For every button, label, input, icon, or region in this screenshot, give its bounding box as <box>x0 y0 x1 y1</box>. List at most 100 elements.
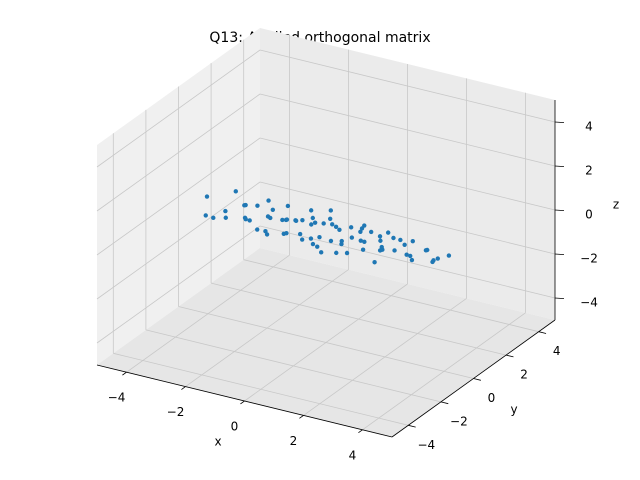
y-tick-label: −2 <box>450 414 468 428</box>
point <box>360 247 366 252</box>
x-tick-label: −4 <box>108 391 126 405</box>
point <box>409 257 415 263</box>
y-tick-label: 2 <box>520 368 528 382</box>
y-tick-label: 4 <box>553 344 561 358</box>
point <box>223 208 228 214</box>
point <box>318 250 324 255</box>
point <box>358 238 363 243</box>
point <box>349 235 355 240</box>
tick-mark <box>440 401 449 405</box>
x-tick-label: 0 <box>231 420 239 434</box>
grid-line <box>96 181 261 300</box>
tick-mark <box>473 378 481 381</box>
point <box>308 208 314 213</box>
grid-line <box>211 282 507 356</box>
point <box>211 215 216 221</box>
grid-line <box>96 49 261 168</box>
z-tick-label: 0 <box>585 208 593 222</box>
point <box>203 213 208 218</box>
grid-line <box>113 352 409 426</box>
grid-line <box>259 49 556 123</box>
point <box>255 227 260 232</box>
tick-mark <box>554 121 565 124</box>
point <box>308 236 314 241</box>
point <box>270 207 276 213</box>
point <box>284 217 290 222</box>
point <box>337 227 342 233</box>
point <box>431 258 436 263</box>
x-axis-label: x <box>214 435 221 449</box>
point <box>359 226 365 231</box>
point <box>392 248 397 253</box>
point <box>265 214 271 219</box>
point <box>333 224 339 230</box>
y-axis-line <box>391 319 556 438</box>
z-tick-label: 2 <box>585 164 593 178</box>
point <box>402 242 407 247</box>
point <box>309 222 314 227</box>
grid-line <box>259 137 556 211</box>
point <box>348 225 354 230</box>
point <box>330 222 335 227</box>
point <box>321 221 326 226</box>
point <box>423 248 429 253</box>
tick-mark <box>506 354 514 358</box>
z-axis-label: z <box>613 198 619 212</box>
point <box>339 241 344 247</box>
z-tick-label: 4 <box>585 120 593 134</box>
point <box>379 244 384 250</box>
tick-mark <box>554 209 565 212</box>
grid-line <box>259 181 556 255</box>
point <box>310 241 316 247</box>
point <box>243 202 248 208</box>
point <box>391 235 396 241</box>
tick-mark <box>554 297 565 300</box>
x-tick-label: 2 <box>290 434 298 448</box>
tick-mark <box>122 371 127 376</box>
grid-line <box>96 225 261 344</box>
point <box>317 234 322 240</box>
point <box>398 237 403 243</box>
point <box>404 252 409 257</box>
point <box>327 216 333 221</box>
point <box>358 229 363 234</box>
point <box>293 218 298 223</box>
tick-mark <box>240 400 245 405</box>
grid-line <box>259 93 556 167</box>
y-tick-label: −4 <box>417 438 435 452</box>
point <box>362 239 367 245</box>
x-tick-label: −2 <box>167 405 185 419</box>
point <box>408 253 413 259</box>
point <box>297 231 303 237</box>
point <box>378 238 383 243</box>
point <box>435 256 440 261</box>
tick-mark <box>408 424 416 428</box>
point <box>285 203 291 209</box>
point <box>377 248 383 253</box>
point <box>243 216 248 222</box>
grid-line <box>145 329 441 403</box>
tick-mark <box>554 165 565 168</box>
point <box>446 253 452 258</box>
point <box>410 238 415 244</box>
point <box>312 220 318 225</box>
point <box>385 230 391 235</box>
x-axis-line <box>96 364 393 438</box>
tick-mark <box>538 331 547 334</box>
point <box>334 250 339 256</box>
point <box>266 198 271 203</box>
point <box>315 244 320 249</box>
point <box>280 217 285 223</box>
point <box>284 230 289 236</box>
point <box>247 218 252 223</box>
point <box>328 208 334 213</box>
y-tick-label: 0 <box>488 391 496 405</box>
point <box>233 189 238 194</box>
grid-line <box>243 259 539 333</box>
point <box>223 215 228 220</box>
tick-mark <box>358 429 363 434</box>
tick-mark <box>181 386 186 390</box>
grid-line <box>96 137 261 256</box>
point <box>344 250 350 256</box>
